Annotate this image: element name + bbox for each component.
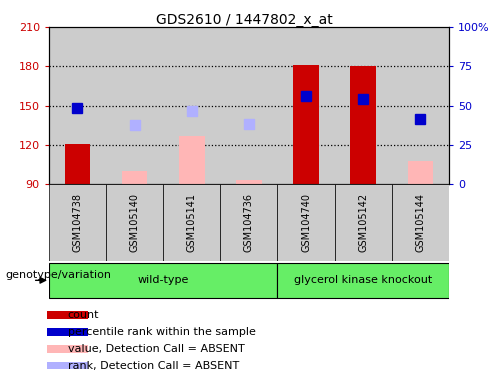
Bar [47, 328, 88, 336]
Text: value, Detection Call = ABSENT: value, Detection Call = ABSENT [68, 344, 244, 354]
Bar [106, 184, 163, 261]
Bar [163, 184, 220, 261]
Text: wild-type: wild-type [138, 275, 189, 285]
Bar [179, 136, 204, 184]
Bar [236, 180, 262, 184]
Text: genotype/variation: genotype/variation [5, 270, 111, 280]
Text: GSM104738: GSM104738 [72, 193, 82, 252]
Bar [49, 27, 106, 184]
Bar [163, 27, 220, 184]
Bar [335, 27, 392, 184]
Text: rank, Detection Call = ABSENT: rank, Detection Call = ABSENT [68, 361, 239, 371]
Bar [278, 263, 449, 298]
Bar [278, 184, 335, 261]
Text: GSM104736: GSM104736 [244, 193, 254, 252]
Bar [350, 66, 376, 184]
Text: percentile rank within the sample: percentile rank within the sample [68, 327, 256, 337]
Text: count: count [68, 310, 99, 320]
Bar [64, 144, 90, 184]
Bar [49, 184, 106, 261]
Text: GDS2610 / 1447802_x_at: GDS2610 / 1447802_x_at [156, 13, 332, 27]
Bar [335, 184, 392, 261]
Text: GSM105144: GSM105144 [415, 193, 426, 252]
Bar [106, 27, 163, 184]
Bar [392, 184, 449, 261]
Text: GSM105142: GSM105142 [358, 193, 368, 252]
Bar [220, 184, 278, 261]
Bar [278, 27, 335, 184]
Bar [49, 263, 278, 298]
Text: glycerol kinase knockout: glycerol kinase knockout [294, 275, 432, 285]
Bar [47, 311, 88, 319]
Bar [122, 171, 147, 184]
Bar [220, 27, 278, 184]
Text: GSM105140: GSM105140 [129, 193, 140, 252]
Bar [47, 345, 88, 353]
Text: GSM105141: GSM105141 [187, 193, 197, 252]
Bar [47, 362, 88, 369]
Bar [392, 27, 449, 184]
Bar [407, 161, 433, 184]
Text: GSM104740: GSM104740 [301, 193, 311, 252]
Bar [293, 65, 319, 184]
